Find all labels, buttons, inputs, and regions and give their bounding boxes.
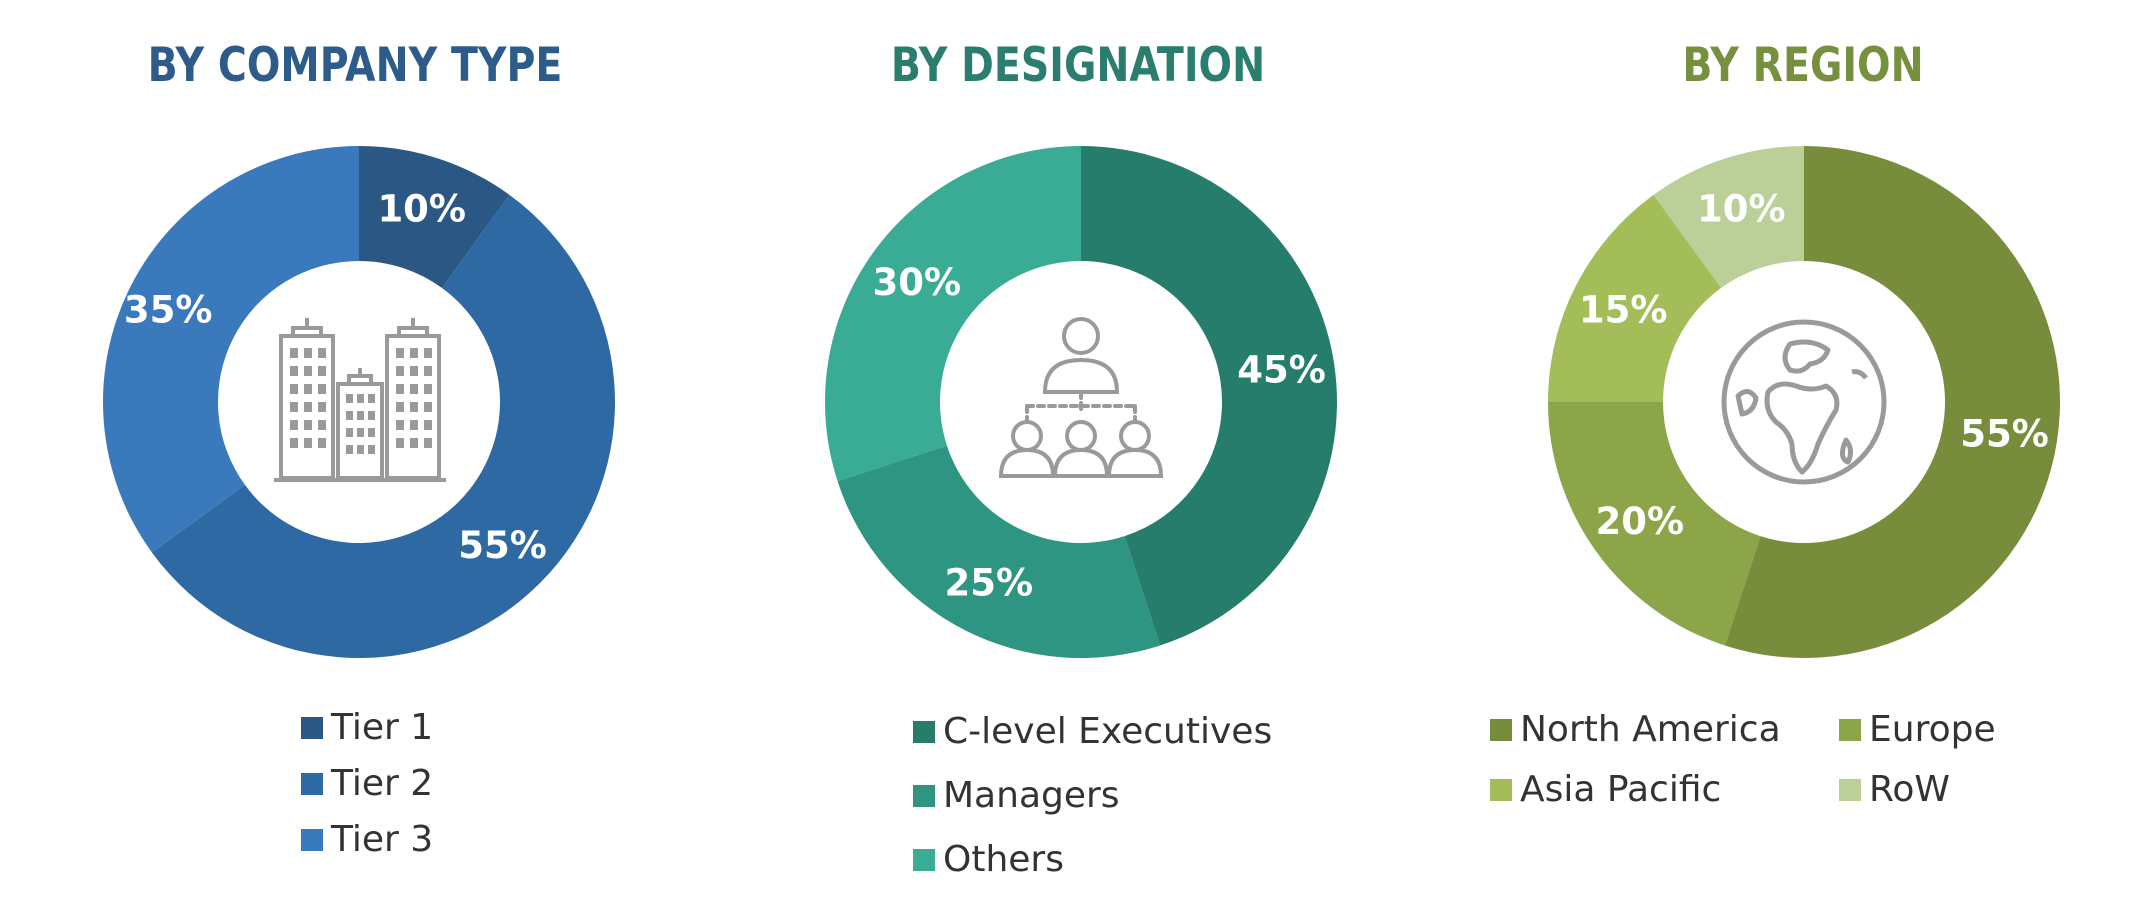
donut-slice-tier-2 [151, 194, 616, 658]
donut-slice-others [825, 146, 1081, 482]
legend-swatch [301, 828, 323, 851]
chart-title-designation: BY DESIGNATION [890, 38, 1266, 93]
legend-label: Tier 3 [331, 819, 434, 860]
donut-region [1548, 146, 2060, 658]
donut-slice-managers [837, 445, 1161, 658]
legend-item: Europe [1839, 709, 1996, 750]
legend-label: Others [943, 839, 1064, 880]
slice-percent-label: 45% [1237, 349, 1326, 392]
slice-percent-label: 20% [1595, 500, 1684, 543]
slice-percent-label: 15% [1579, 288, 1668, 331]
legend-item: Asia Pacific [1490, 769, 1721, 810]
slice-percent-label: 30% [872, 261, 961, 304]
donut-slice-tier-1 [359, 146, 510, 288]
donut-slice-tier-3 [103, 146, 359, 553]
donut-slice-europe [1548, 402, 1761, 646]
donut-slice-asia-pacific [1548, 194, 1722, 402]
donut-slice-row [1653, 146, 1804, 288]
legend-label: Tier 1 [331, 707, 434, 748]
legend-label: Managers [943, 775, 1120, 816]
legend-item: Others [913, 839, 1064, 880]
legend-item: Tier 3 [301, 819, 433, 860]
legend-swatch [1490, 778, 1512, 801]
legend-swatch [913, 848, 935, 871]
legend-item: RoW [1839, 769, 1950, 810]
legend-item: North America [1490, 709, 1781, 750]
buildings-icon [274, 318, 446, 482]
legend-label: Asia Pacific [1520, 769, 1722, 810]
slice-percent-label: 25% [945, 561, 1034, 604]
legend-label: Tier 2 [331, 763, 434, 804]
slice-percent-label: 10% [377, 187, 466, 230]
slice-percent-label: 35% [124, 288, 213, 331]
legend-item: Tier 1 [301, 707, 433, 748]
legend-item: C-level Executives [913, 711, 1272, 752]
org-hierarchy-icon [998, 317, 1164, 478]
legend-swatch [913, 720, 935, 743]
legend-item: Managers [913, 775, 1120, 816]
legend-label: North America [1520, 709, 1781, 750]
legend-label: C-level Executives [943, 711, 1273, 752]
legend-swatch [1839, 718, 1861, 741]
chart-title-region: BY REGION [1682, 38, 1924, 93]
legend-label: Europe [1869, 709, 1996, 750]
globe-icon [1721, 319, 1887, 485]
donut-slice-north-america [1724, 146, 2060, 658]
slice-percent-label: 55% [1960, 412, 2049, 455]
legend-label: RoW [1869, 769, 1951, 810]
donut-slice-c-level-executives [1081, 146, 1337, 646]
chart-title-company-type: BY COMPANY TYPE [147, 38, 563, 93]
legend-item: Tier 2 [301, 763, 433, 804]
slice-percent-label: 55% [458, 524, 547, 567]
legend-swatch [301, 716, 323, 739]
slice-percent-label: 10% [1697, 187, 1786, 230]
donut-designation [825, 146, 1337, 658]
legend-swatch [1490, 718, 1512, 741]
legend-swatch [301, 772, 323, 795]
legend-swatch [1839, 778, 1861, 801]
donut-company-type [103, 146, 616, 658]
legend-swatch [913, 784, 935, 807]
